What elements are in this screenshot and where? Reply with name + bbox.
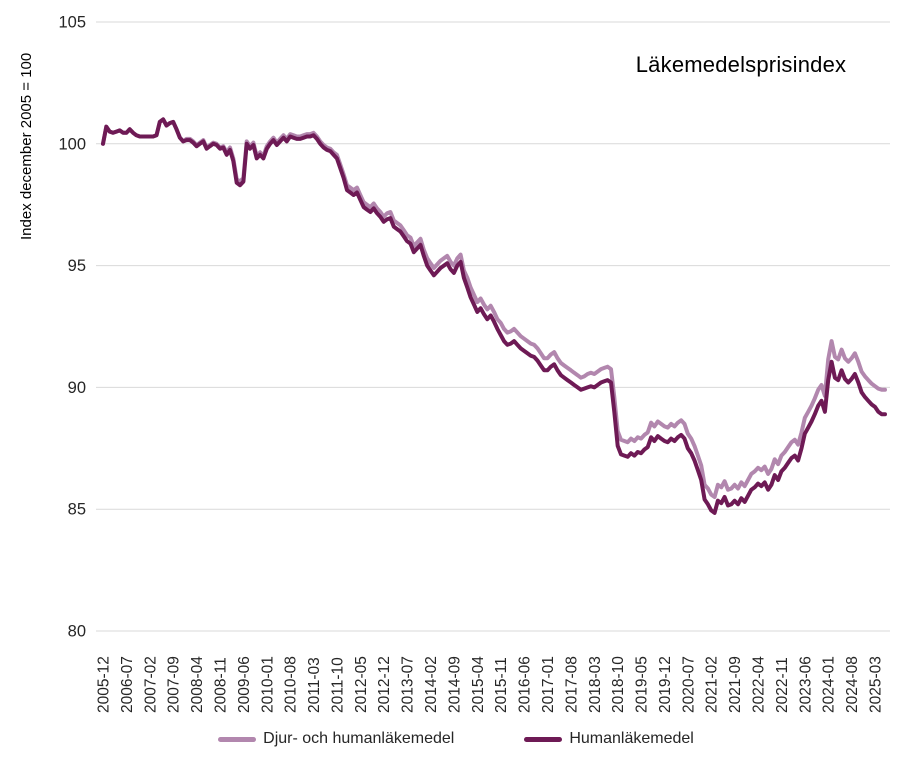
y-tick-label-95: 95 — [68, 257, 86, 275]
legend-item-humanlakemedel: Humanläkemedel — [524, 730, 694, 748]
x-tick-label-2014-02: 2014-02 — [423, 656, 440, 713]
x-tick-label-2008-04: 2008-04 — [189, 656, 206, 713]
x-tick-label-2022-04: 2022-04 — [751, 656, 768, 713]
x-tick-label-2022-11: 2022-11 — [774, 657, 791, 713]
x-tick-label-2016-06: 2016-06 — [517, 656, 534, 713]
x-tick-label-2020-07: 2020-07 — [680, 656, 697, 713]
series-line-humanlakemedel — [101, 117, 887, 515]
x-tick-label-2011-03: 2011-03 — [306, 657, 323, 713]
y-axis-title: Index december 2005 = 100 — [18, 53, 35, 240]
y-axis-tick-labels: 80 85 90 95 100 105 — [58, 14, 86, 641]
y-tick-label-85: 85 — [68, 501, 86, 519]
x-tick-label-2018-03: 2018-03 — [587, 656, 604, 713]
x-tick-label-2012-05: 2012-05 — [353, 656, 370, 713]
x-tick-label-2018-10: 2018-10 — [610, 656, 627, 713]
y-tick-label-105: 105 — [58, 14, 86, 32]
legend-line-swatch-light — [218, 736, 257, 742]
y-tick-label-90: 90 — [68, 379, 86, 397]
y-axis-title-group: Index december 2005 = 100 — [18, 53, 35, 240]
legend-label: Djur- och humanläkemedel — [263, 730, 455, 747]
x-tick-label-2017-01: 2017-01 — [540, 656, 557, 713]
x-tick-label-2025-03: 2025-03 — [868, 656, 885, 713]
x-tick-label-2015-11: 2015-11 — [493, 657, 510, 713]
x-tick-label-2005-12: 2005-12 — [96, 656, 113, 713]
x-tick-label-2023-06: 2023-06 — [797, 656, 814, 713]
x-axis-tick-labels: 2005-12 2006-07 2007-02 2007-09 2008-04 2008-… — [96, 656, 885, 713]
series-lines — [101, 117, 887, 515]
gridlines — [96, 21, 890, 632]
x-tick-label-2006-07: 2006-07 — [119, 656, 136, 713]
x-tick-label-2007-09: 2007-09 — [166, 656, 183, 713]
x-tick-label-2014-09: 2014-09 — [446, 656, 463, 713]
series-line-djur-och-humanlakemedel — [101, 117, 887, 499]
y-tick-label-80: 80 — [68, 623, 86, 641]
x-tick-label-2007-02: 2007-02 — [142, 656, 159, 713]
x-tick-label-2021-09: 2021-09 — [727, 656, 744, 713]
x-tick-label-2024-01: 2024-01 — [821, 656, 838, 713]
x-tick-label-2015-04: 2015-04 — [470, 656, 487, 713]
x-tick-label-2011-10: 2011-10 — [329, 657, 346, 713]
x-tick-label-2010-01: 2010-01 — [259, 656, 276, 713]
x-tick-label-2021-02: 2021-02 — [704, 656, 721, 713]
legend-item-djur-och-humanlakemedel: Djur- och humanläkemedel — [218, 730, 454, 748]
legend-line-swatch-dark — [524, 736, 563, 742]
x-tick-label-2009-06: 2009-06 — [236, 656, 253, 713]
x-tick-label-2019-12: 2019-12 — [657, 656, 674, 713]
legend-label: Humanläkemedel — [569, 730, 694, 747]
x-tick-label-2013-07: 2013-07 — [400, 656, 417, 713]
chart-title: Läkemedelsprisindex — [635, 52, 847, 77]
x-tick-label-2024-08: 2024-08 — [844, 656, 861, 713]
x-tick-label-2019-05: 2019-05 — [634, 656, 651, 713]
x-tick-label-2008-11: 2008-11 — [212, 657, 229, 713]
x-tick-label-2010-08: 2010-08 — [283, 656, 300, 713]
x-tick-label-2017-08: 2017-08 — [563, 656, 580, 713]
y-tick-label-100: 100 — [58, 135, 86, 153]
x-tick-label-2012-12: 2012-12 — [376, 656, 393, 713]
legend: Djur- och humanläkemedel Humanläkemedel — [0, 730, 912, 748]
